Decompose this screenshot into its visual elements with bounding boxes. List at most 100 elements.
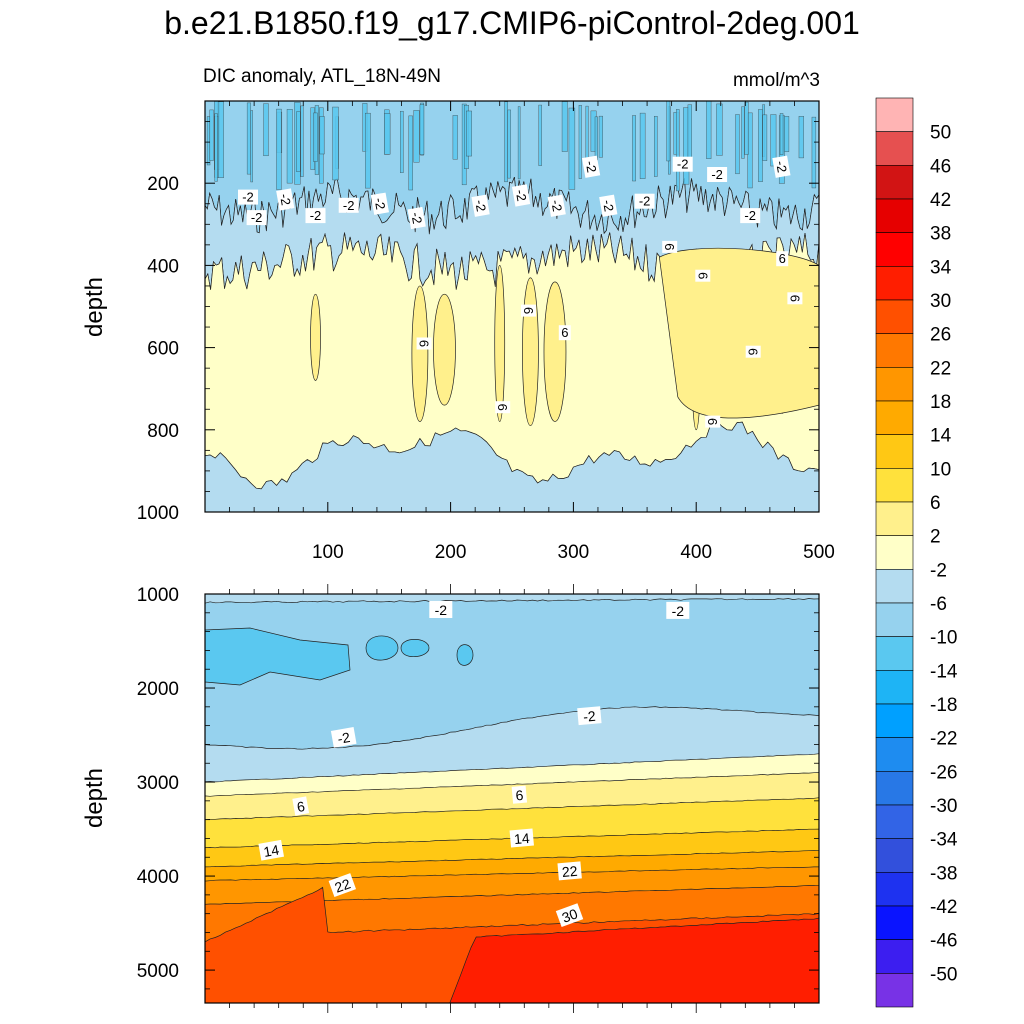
lower-axes: 1000 2000 3000 4000 5000	[137, 584, 819, 1013]
colorbar-swatch	[875, 501, 914, 536]
colorbar-swatch	[875, 198, 914, 233]
upper-warm-core	[411, 285, 429, 422]
lower-y-tick-label: 3000	[137, 773, 179, 794]
upper-contour-label: -2	[772, 155, 791, 178]
upper-contour-label: 6	[662, 240, 678, 253]
colorbar-swatch	[875, 670, 914, 705]
upper-contour-label: -2	[672, 156, 693, 172]
lower-y-axis-label: depth	[81, 768, 108, 828]
lower-contour-label: -2	[330, 727, 357, 748]
upper-streak	[413, 110, 420, 163]
upper-streak	[639, 112, 646, 179]
colorbar-label: 14	[930, 426, 952, 447]
upper-contour-label: 6	[705, 415, 721, 428]
upper-band-3	[205, 420, 819, 512]
colorbar-label: -50	[930, 964, 957, 985]
upper-contour-label-text: -2	[711, 167, 723, 182]
upper-contour-label-text: 6	[662, 243, 677, 250]
upper-y-tick-label: 600	[147, 339, 179, 360]
upper-streak	[400, 110, 404, 173]
upper-streak	[568, 107, 576, 190]
upper-x-tick-label: 100	[312, 542, 344, 563]
upper-streak	[744, 101, 749, 155]
lower-contour-label-text: 30	[560, 905, 580, 925]
lower-cold-patch	[205, 627, 351, 686]
upper-contour-label: -2	[238, 189, 258, 205]
upper-contour-label-text: 6	[695, 272, 710, 279]
upper-streak	[276, 108, 282, 190]
upper-contour-label: -2	[305, 208, 326, 224]
upper-contour-label-text: -2	[548, 199, 565, 213]
lower-contour-label: -2	[577, 706, 602, 726]
colorbar-swatch	[875, 367, 914, 402]
colorbar-swatch	[875, 872, 914, 907]
upper-streak	[365, 112, 371, 189]
upper-x-tick-label: 200	[435, 542, 467, 563]
upper-streak	[666, 101, 671, 162]
upper-streak	[452, 115, 458, 160]
lower-contour-fills	[205, 594, 819, 1003]
upper-y-tick-label: 800	[147, 421, 179, 442]
upper-streak	[594, 116, 598, 161]
upper-contour-label: -2	[740, 208, 761, 224]
upper-contour-label-text: -2	[277, 193, 294, 207]
upper-x-tick-label: 500	[803, 542, 835, 563]
lower-contour-label: 14	[509, 828, 534, 848]
upper-streak	[504, 101, 508, 183]
upper-contour-fills	[205, 101, 819, 512]
upper-contour-label-text: -2	[343, 198, 355, 213]
upper-contour-label: 6	[695, 269, 711, 282]
colorbar-label: 42	[930, 190, 951, 211]
colorbar-label: -14	[930, 661, 958, 682]
colorbar-swatch	[875, 838, 914, 873]
upper-streak	[384, 113, 391, 155]
upper-streak	[209, 109, 214, 161]
upper-contour-label: -2	[599, 194, 618, 217]
colorbar-swatch	[875, 939, 914, 974]
colorbar-label: -34	[930, 830, 958, 851]
lower-contour-label: 22	[328, 873, 357, 897]
upper-streak	[798, 116, 804, 159]
colorbar-swatch	[875, 973, 914, 1008]
upper-contour-label: -2	[634, 193, 655, 209]
lower-contour-label-text: -2	[336, 729, 351, 747]
units-label: mmol/m^3	[733, 70, 820, 91]
upper-contour-label: 6	[776, 251, 789, 267]
lower-contour-label-text: -2	[435, 602, 448, 618]
upper-streak	[217, 101, 224, 178]
colorbar-label: 26	[930, 325, 951, 346]
upper-contour-label-text: 6	[787, 295, 802, 302]
colorbar-swatch	[875, 468, 914, 503]
upper-streak	[517, 106, 521, 180]
upper-streak	[286, 109, 293, 184]
upper-contour-labels: -2 -2 -2 -2 -2 -2 -2 -2 -2 -2 -2 -2 -2 -2 -2 -2 -2 6 6 6 6 6 6…	[238, 155, 803, 428]
colorbar-swatch	[875, 333, 914, 368]
upper-axes: 200 400 600 800 1000 100 200 300 400 500	[137, 101, 835, 563]
lower-contour-label-text: 14	[513, 830, 530, 847]
upper-streak	[706, 101, 712, 159]
upper-streak	[561, 101, 568, 152]
lower-contour-label-text: 6	[515, 787, 524, 804]
upper-contour-label: -2	[276, 188, 295, 211]
upper-contour-label: 6	[745, 345, 761, 358]
upper-warm-core	[543, 281, 567, 422]
colorbar-label: -26	[930, 762, 957, 783]
upper-contour-label: -2	[511, 184, 531, 207]
upper-streak	[319, 116, 325, 155]
upper-contour-label: -2	[338, 197, 359, 213]
lower-band-10	[449, 917, 819, 1003]
upper-contour-label-text: 6	[417, 340, 432, 347]
upper-streak	[419, 104, 425, 155]
upper-streak	[296, 111, 301, 172]
colorbar-swatch	[875, 400, 914, 435]
upper-streak	[758, 109, 763, 182]
upper-contour-label: 6	[416, 337, 432, 350]
upper-contour-label-text: -2	[744, 208, 756, 223]
lower-y-tick-label: 5000	[137, 961, 179, 982]
lower-contour-label-text: -2	[672, 603, 685, 619]
colorbar-label: 30	[930, 291, 951, 312]
colorbar-swatch	[875, 97, 914, 132]
upper-streak	[716, 103, 723, 156]
upper-streak	[811, 116, 817, 189]
upper-streak	[214, 113, 218, 182]
